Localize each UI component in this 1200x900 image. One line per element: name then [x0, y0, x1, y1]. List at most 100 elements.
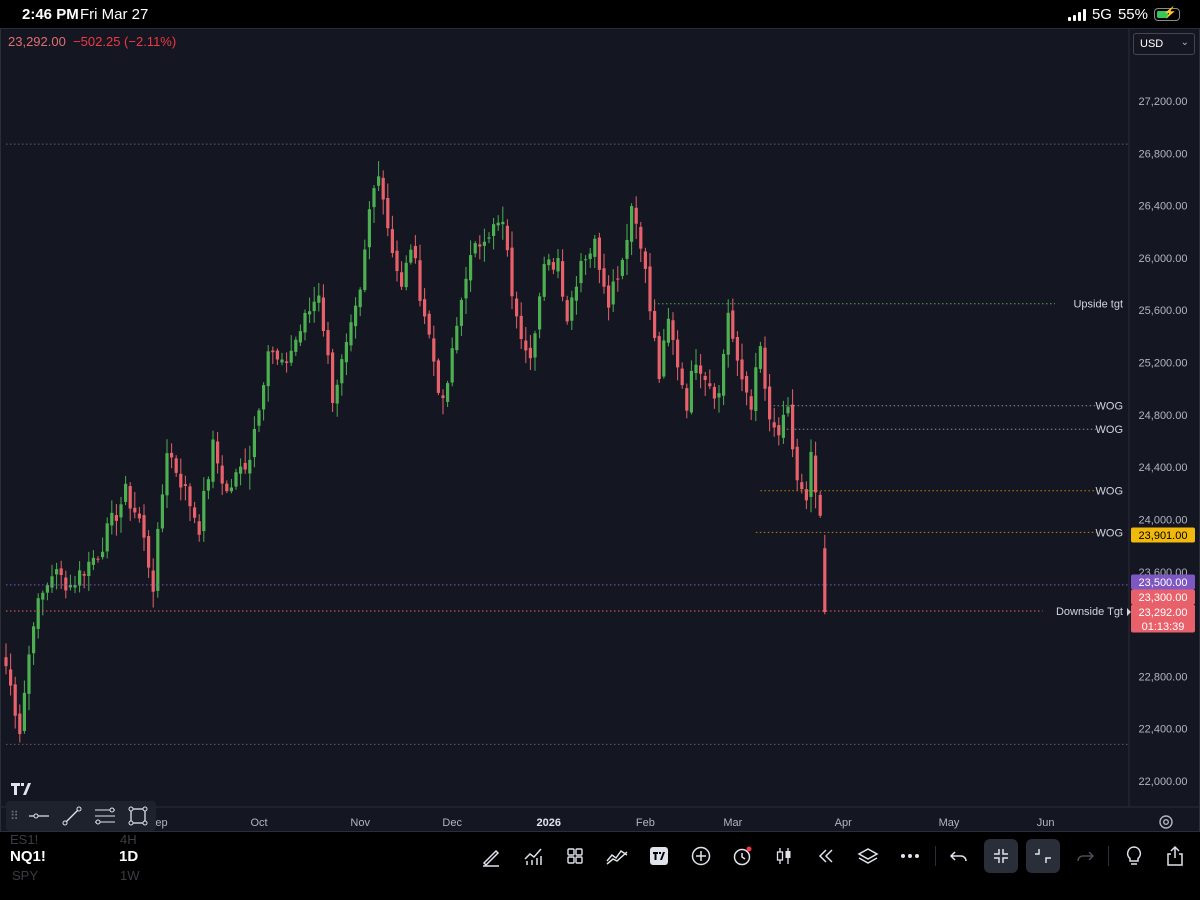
candle-body [478, 244, 482, 247]
candle-body [68, 584, 72, 588]
symbol-prev[interactable]: ES1! [10, 832, 39, 847]
candle-body [501, 221, 505, 225]
last-price: 23,292.00 [8, 34, 66, 49]
candle-body [55, 569, 59, 575]
candle-body [473, 243, 477, 254]
horizontal-line-label: WOG [1096, 424, 1124, 436]
indicators-icon[interactable] [516, 839, 550, 873]
candle-body [680, 368, 684, 386]
timeframe-next[interactable]: 1W [120, 868, 140, 883]
candle-body [183, 484, 187, 486]
candle-body [487, 237, 491, 239]
candle-body [4, 657, 8, 667]
redo-icon[interactable] [1068, 839, 1102, 873]
candle-body [354, 305, 358, 327]
currency-select[interactable]: USD ⌄ [1133, 33, 1195, 55]
candle-body [528, 347, 532, 359]
candle-body [694, 364, 698, 374]
collapse-icon[interactable] [984, 839, 1018, 873]
timeframe-prev[interactable]: 4H [120, 832, 137, 847]
candle-body [777, 425, 781, 436]
candle-body [703, 375, 707, 380]
candle-body [64, 577, 68, 591]
candle-body [289, 350, 293, 363]
price-chart[interactable]: 27,200.00 26,800.00 26,400.00 26,000.00 25,6… [1, 29, 1199, 831]
gear-icon[interactable] [1157, 813, 1175, 831]
trend-line-icon[interactable] [55, 801, 88, 831]
candle-body [588, 253, 592, 259]
bottom-toolbar: ES1! NQ1! SPY 4H 1D 1W [0, 832, 1200, 900]
candle-body [197, 521, 201, 535]
more-icon[interactable] [893, 839, 927, 873]
undo-icon[interactable] [942, 839, 976, 873]
candle-body [308, 311, 312, 315]
candle-body [745, 376, 749, 393]
candle-body [482, 241, 486, 246]
candle-body [234, 472, 238, 487]
y-tick-label: 25,200.00 [1139, 358, 1188, 370]
alarm-clock-icon[interactable] [725, 839, 759, 873]
candle-body [455, 325, 459, 351]
candle-body [823, 548, 827, 613]
candle-body [372, 188, 376, 208]
rectangle-icon[interactable] [121, 801, 154, 831]
candle-body [662, 340, 666, 377]
candle-body [9, 669, 13, 686]
x-tick-label: Feb [636, 817, 655, 829]
candle-body [597, 237, 601, 270]
candle-body [400, 272, 404, 287]
fib-retracement-icon[interactable] [88, 801, 121, 831]
tradingview-menu-icon[interactable] [642, 839, 676, 873]
share-icon[interactable] [1158, 839, 1192, 873]
lightbulb-icon[interactable] [1117, 839, 1151, 873]
candle-body [137, 513, 141, 519]
candle-body [367, 209, 371, 248]
candle-body [689, 370, 693, 413]
candle-body [404, 262, 408, 288]
candle-body [620, 259, 624, 276]
y-tick-label: 22,800.00 [1139, 671, 1188, 683]
candle-body [252, 428, 256, 458]
symbol-next[interactable]: SPY [12, 868, 39, 883]
candle-body [616, 278, 620, 280]
layers-icon[interactable] [851, 839, 885, 873]
layout-grid-icon[interactable] [558, 839, 592, 873]
add-circle-icon[interactable] [684, 839, 718, 873]
horizontal-line-label: WOG [1096, 527, 1124, 539]
candle-body [565, 300, 569, 322]
fullscreen-icon[interactable] [1026, 839, 1060, 873]
candle-body [174, 458, 178, 473]
candle-body [763, 347, 767, 389]
horizontal-line-icon[interactable] [22, 801, 55, 831]
candle-body [630, 206, 634, 242]
candle-body [82, 574, 86, 576]
candle-body [386, 198, 390, 229]
replay-icon[interactable] [809, 839, 843, 873]
x-tick-label: Oct [250, 817, 267, 829]
drag-handle-icon[interactable]: ⠿ [10, 809, 19, 823]
y-tick-label: 26,800.00 [1139, 148, 1188, 160]
symbol-picker[interactable]: NQ1! [10, 848, 46, 865]
candle-body [87, 561, 91, 576]
x-tick-label: Nov [350, 817, 370, 829]
timeframe-picker[interactable]: 1D [119, 848, 139, 865]
candle-body [285, 361, 289, 363]
candle-body [584, 259, 588, 261]
pencil-icon[interactable] [474, 839, 508, 873]
candle-body [312, 301, 316, 312]
candle-body [128, 486, 132, 509]
price-tag-label: 23,901.00 [1139, 530, 1188, 542]
candle-body [524, 340, 528, 351]
price-tag-label: 23,292.00 [1139, 607, 1188, 619]
candle-body [248, 459, 252, 474]
candle-body [211, 439, 215, 482]
candle-body [395, 250, 399, 272]
chart-pane[interactable]: 27,200.00 26,800.00 26,400.00 26,000.00 25,6… [0, 28, 1200, 832]
y-tick-label: 26,000.00 [1139, 253, 1188, 265]
candle-body [243, 462, 247, 470]
candle-body [634, 207, 638, 224]
candles-icon[interactable] [767, 839, 801, 873]
strategy-icon[interactable] [600, 839, 634, 873]
candle-body [708, 383, 712, 387]
candle-body [735, 337, 739, 361]
